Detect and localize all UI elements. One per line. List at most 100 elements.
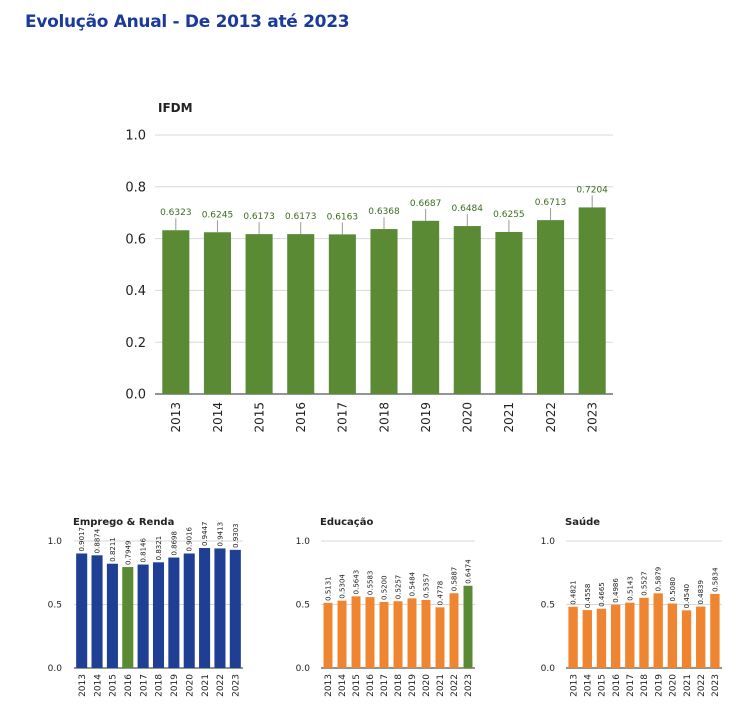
bar [639, 597, 649, 668]
data-label: 0.5257 [395, 575, 403, 600]
x-tick-label: 2021 [683, 674, 693, 697]
x-tick-label: 2021 [436, 674, 446, 697]
bar [122, 567, 134, 668]
bar [407, 598, 417, 668]
bar [337, 600, 347, 668]
bar [667, 603, 678, 668]
bar [91, 555, 103, 668]
data-label: 0.5484 [409, 571, 417, 596]
chart-title: IFDM [158, 101, 193, 115]
page-title: Evolução Anual - De 2013 até 2023 [25, 12, 350, 32]
data-label: 0.8211 [109, 537, 117, 562]
x-tick-label: 2021 [201, 674, 211, 697]
bar [625, 602, 635, 668]
x-tick-label: 2014 [584, 674, 594, 697]
data-label: 0.9303 [232, 523, 240, 548]
data-label: 0.4665 [598, 582, 606, 607]
data-label: 0.5304 [339, 574, 347, 599]
x-tick-label: 2020 [461, 402, 475, 433]
bar [495, 231, 523, 394]
bar [435, 607, 445, 668]
data-label: 0.6368 [368, 207, 400, 217]
data-label: 0.6245 [202, 210, 234, 220]
x-tick-label: 2023 [586, 402, 600, 433]
bar [421, 599, 431, 668]
data-label: 0.6173 [243, 212, 275, 222]
x-tick-label: 2022 [216, 674, 226, 697]
y-tick-label: 1.0 [296, 537, 311, 547]
bar [203, 232, 231, 394]
x-tick-label: 2018 [394, 674, 404, 697]
y-tick-label: 0.0 [541, 664, 556, 674]
bar [568, 606, 578, 668]
x-tick-label: 2016 [294, 402, 308, 433]
data-label: 0.5527 [641, 571, 649, 596]
x-tick-label: 2019 [419, 402, 433, 433]
x-tick-label: 2014 [211, 402, 225, 433]
bar [287, 234, 315, 394]
bar [162, 230, 190, 394]
bar [393, 601, 403, 668]
x-tick-label: 2015 [598, 674, 608, 697]
bar [578, 207, 606, 394]
data-label: 0.5879 [655, 567, 663, 592]
data-label: 0.5131 [325, 576, 333, 601]
bar [76, 553, 88, 668]
emprego-renda-chart: Emprego & Renda 0.0 0.5 1.0 0.9017 2013 0.8874… [48, 517, 243, 697]
data-label: 0.6474 [465, 559, 473, 584]
x-tick-label: 2013 [169, 402, 183, 433]
x-tick-label: 2016 [366, 674, 376, 697]
y-tick-label: 0.2 [125, 336, 146, 351]
y-tick-label: 0.5 [296, 601, 310, 611]
data-label: 0.9016 [186, 526, 194, 551]
bar [453, 226, 481, 394]
data-label: 0.4540 [683, 584, 691, 609]
y-tick-label: 0.5 [48, 601, 62, 611]
bar [328, 234, 356, 394]
y-tick-label: 1.0 [541, 537, 556, 547]
data-label: 0.6173 [285, 212, 317, 222]
data-label: 0.8874 [94, 528, 102, 553]
bar [537, 220, 565, 394]
data-label: 0.7949 [124, 541, 132, 566]
x-tick-label: 2023 [232, 674, 242, 697]
x-tick-label: 2020 [185, 674, 195, 697]
bar [152, 562, 165, 668]
bar [245, 234, 273, 394]
x-tick-label: 2021 [502, 402, 516, 433]
data-label: 0.6163 [327, 212, 359, 222]
data-label: 0.5643 [353, 570, 361, 595]
data-label: 0.5143 [626, 576, 634, 601]
x-tick-label: 2018 [640, 674, 650, 697]
data-label: 0.6323 [160, 208, 192, 218]
x-tick-label: 2019 [654, 674, 664, 697]
bar [323, 602, 333, 668]
data-label: 0.9413 [216, 522, 224, 547]
bar [412, 220, 440, 394]
x-tick-label: 2015 [352, 674, 362, 697]
x-tick-label: 2013 [569, 674, 579, 697]
y-tick-label: 0.0 [125, 388, 146, 403]
data-label: 0.5080 [669, 577, 677, 602]
data-label: 0.8146 [140, 538, 148, 563]
data-label: 0.4558 [584, 584, 592, 609]
data-label: 0.5583 [367, 571, 375, 596]
x-tick-label: 2018 [377, 402, 391, 433]
x-tick-label: 2022 [544, 402, 558, 433]
data-label: 0.6687 [410, 199, 442, 209]
data-label: 0.5834 [711, 567, 719, 592]
data-label: 0.9447 [201, 522, 209, 547]
data-label: 0.5887 [451, 567, 459, 592]
x-tick-label: 2014 [338, 674, 348, 697]
educacao-chart: Educação 0.0 0.5 1.0 0.5131 2013 0.5304 2014 0.5… [296, 517, 475, 697]
bar [582, 610, 592, 668]
bar [229, 549, 241, 668]
x-tick-label: 2020 [422, 674, 432, 697]
data-label: 0.6713 [535, 198, 567, 208]
bar [214, 548, 226, 668]
x-tick-label: 2019 [408, 674, 418, 697]
x-tick-label: 2019 [170, 674, 180, 697]
data-label: 0.5200 [381, 575, 389, 600]
data-label: 0.4821 [570, 580, 578, 605]
bar [351, 596, 361, 668]
